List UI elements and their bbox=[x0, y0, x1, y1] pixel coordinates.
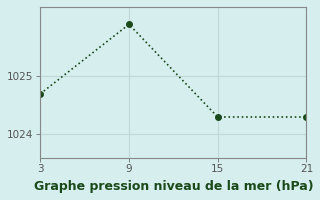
X-axis label: Graphe pression niveau de la mer (hPa): Graphe pression niveau de la mer (hPa) bbox=[34, 180, 313, 193]
